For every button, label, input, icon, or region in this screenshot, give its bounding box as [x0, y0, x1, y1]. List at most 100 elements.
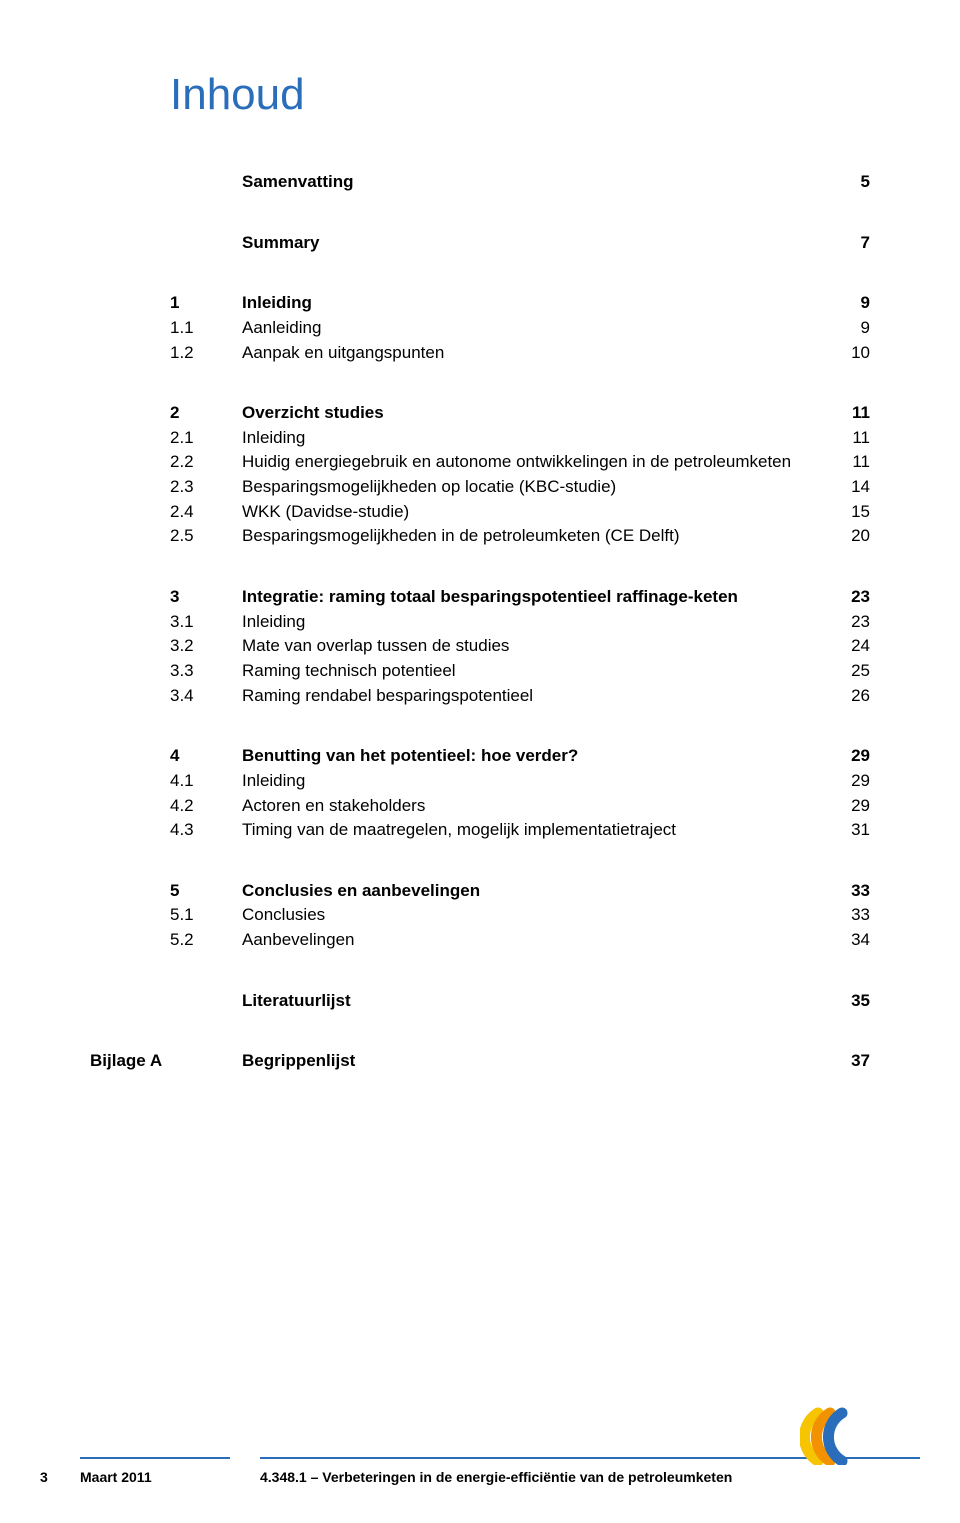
toc-section: 4Benutting van het potentieel: hoe verde… — [170, 744, 870, 843]
toc-entry-number: 5.2 — [170, 928, 242, 953]
toc-appendix-entry[interactable]: Bijlage ABegrippenlijst37 — [90, 1049, 870, 1074]
toc-entry-number: 5 — [170, 879, 242, 904]
toc-entry-page: 11 — [826, 426, 870, 451]
document-page: Inhoud Samenvatting5Summary71Inleiding91… — [0, 0, 960, 1523]
toc-entry[interactable]: Literatuurlijst35 — [170, 989, 870, 1014]
toc-entry-number: 3.3 — [170, 659, 242, 684]
toc-entry-label: WKK (Davidse-studie) — [242, 500, 826, 525]
toc-entry[interactable]: 1.1Aanleiding9 — [170, 316, 870, 341]
footer-divider — [80, 1457, 920, 1459]
toc-entry-label: Conclusies — [242, 903, 826, 928]
toc-entry[interactable]: 4.3Timing van de maatregelen, mogelijk i… — [170, 818, 870, 843]
toc-entry-label: Huidig energiegebruik en autonome ontwik… — [242, 450, 826, 475]
toc-entry-page: 33 — [826, 879, 870, 904]
toc-entry[interactable]: 3.4Raming rendabel besparingspotentieel2… — [170, 684, 870, 709]
toc-entry-page: 23 — [826, 585, 870, 610]
toc-entry-number: 1.1 — [170, 316, 242, 341]
toc-appendix-label: Begrippenlijst — [242, 1049, 826, 1074]
toc-entry-page: 29 — [826, 744, 870, 769]
toc-entry[interactable]: 2Overzicht studies11 — [170, 401, 870, 426]
toc-entry[interactable]: 1.2Aanpak en uitgangspunten10 — [170, 341, 870, 366]
toc-entry-label: Overzicht studies — [242, 401, 826, 426]
toc-entry-page: 14 — [826, 475, 870, 500]
toc-entry[interactable]: 4.1Inleiding29 — [170, 769, 870, 794]
toc-entry-page: 11 — [826, 450, 870, 475]
toc-entry-number: 4.2 — [170, 794, 242, 819]
toc-entry-page: 33 — [826, 903, 870, 928]
toc-entry-number: 1.2 — [170, 341, 242, 366]
toc-entry-number: 4.3 — [170, 818, 242, 843]
toc-entry-number: 2.4 — [170, 500, 242, 525]
footer-date: Maart 2011 — [80, 1469, 260, 1485]
toc-entry[interactable]: 4.2Actoren en stakeholders29 — [170, 794, 870, 819]
toc-entry-page: 29 — [826, 794, 870, 819]
toc-section: Summary7 — [170, 231, 870, 256]
toc-entry[interactable]: 5.2Aanbevelingen34 — [170, 928, 870, 953]
toc-entry-label: Summary — [242, 231, 826, 256]
toc-entry-page: 34 — [826, 928, 870, 953]
toc-entry[interactable]: Samenvatting5 — [170, 170, 870, 195]
toc-entry-page: 24 — [826, 634, 870, 659]
toc-entry-page: 15 — [826, 500, 870, 525]
toc-entry-label: Inleiding — [242, 769, 826, 794]
toc-entry-page: 31 — [826, 818, 870, 843]
footer-doc-title: 4.348.1 – Verbeteringen in de energie-ef… — [260, 1469, 732, 1485]
toc-entry-label: Inleiding — [242, 610, 826, 635]
toc-section: 3Integratie: raming totaal besparingspot… — [170, 585, 870, 708]
toc-section: 2Overzicht studies112.1Inleiding112.2Hui… — [170, 401, 870, 549]
toc-entry[interactable]: Summary7 — [170, 231, 870, 256]
page-title: Inhoud — [170, 70, 870, 120]
toc-entry-label: Besparingsmogelijkheden in de petroleumk… — [242, 524, 826, 549]
toc-entry[interactable]: 2.5Besparingsmogelijkheden in de petrole… — [170, 524, 870, 549]
toc-entry-page: 35 — [826, 989, 870, 1014]
toc-entry-label: Aanleiding — [242, 316, 826, 341]
toc-entry[interactable]: 3.2Mate van overlap tussen de studies24 — [170, 634, 870, 659]
footer-line-short — [80, 1457, 230, 1459]
toc-entry-page: 26 — [826, 684, 870, 709]
toc-entry-number: 3.2 — [170, 634, 242, 659]
toc-entry-label: Conclusies en aanbevelingen — [242, 879, 826, 904]
toc-entry[interactable]: 5Conclusies en aanbevelingen33 — [170, 879, 870, 904]
toc-entry-label: Raming rendabel besparingspotentieel — [242, 684, 826, 709]
toc-entry[interactable]: 3Integratie: raming totaal besparingspot… — [170, 585, 870, 610]
toc-section: 5Conclusies en aanbevelingen335.1Conclus… — [170, 879, 870, 953]
toc-appendix-prefix: Bijlage A — [90, 1049, 242, 1074]
toc-entry-page: 9 — [826, 316, 870, 341]
toc-entry[interactable]: 5.1Conclusies33 — [170, 903, 870, 928]
toc-entry-page: 23 — [826, 610, 870, 635]
table-of-contents: Samenvatting5Summary71Inleiding91.1Aanle… — [170, 170, 870, 1074]
footer-page-number: 3 — [40, 1469, 80, 1485]
toc-entry[interactable]: 3.3Raming technisch potentieel25 — [170, 659, 870, 684]
brand-logo-icon — [800, 1405, 860, 1465]
toc-entry[interactable]: 4Benutting van het potentieel: hoe verde… — [170, 744, 870, 769]
toc-entry[interactable]: 3.1Inleiding23 — [170, 610, 870, 635]
toc-entry-page: 25 — [826, 659, 870, 684]
toc-entry-label: Aanbevelingen — [242, 928, 826, 953]
toc-entry-number: 4 — [170, 744, 242, 769]
toc-entry-number: 2.3 — [170, 475, 242, 500]
toc-entry[interactable]: 2.2Huidig energiegebruik en autonome ont… — [170, 450, 870, 475]
toc-entry-number: 3.1 — [170, 610, 242, 635]
toc-entry[interactable]: 2.3Besparingsmogelijkheden op locatie (K… — [170, 475, 870, 500]
toc-entry-page: 11 — [826, 401, 870, 426]
toc-entry[interactable]: 1Inleiding9 — [170, 291, 870, 316]
toc-entry-number: 4.1 — [170, 769, 242, 794]
toc-entry-label: Literatuurlijst — [242, 989, 826, 1014]
toc-appendix-page: 37 — [826, 1049, 870, 1074]
toc-entry-label: Inleiding — [242, 426, 826, 451]
toc-section: Samenvatting5 — [170, 170, 870, 195]
toc-entry-page: 10 — [826, 341, 870, 366]
toc-entry[interactable]: 2.4WKK (Davidse-studie)15 — [170, 500, 870, 525]
toc-entry-label: Mate van overlap tussen de studies — [242, 634, 826, 659]
toc-entry-label: Integratie: raming totaal besparingspote… — [242, 585, 826, 610]
toc-entry-page: 29 — [826, 769, 870, 794]
toc-entry-page: 20 — [826, 524, 870, 549]
toc-entry-label: Samenvatting — [242, 170, 826, 195]
toc-entry-page: 9 — [826, 291, 870, 316]
toc-entry[interactable]: 2.1Inleiding11 — [170, 426, 870, 451]
toc-entry-label: Timing van de maatregelen, mogelijk impl… — [242, 818, 826, 843]
toc-entry-number: 3 — [170, 585, 242, 610]
toc-entry-label: Benutting van het potentieel: hoe verder… — [242, 744, 826, 769]
toc-section: Literatuurlijst35 — [170, 989, 870, 1014]
toc-appendix-section: Bijlage ABegrippenlijst37 — [90, 1049, 870, 1074]
